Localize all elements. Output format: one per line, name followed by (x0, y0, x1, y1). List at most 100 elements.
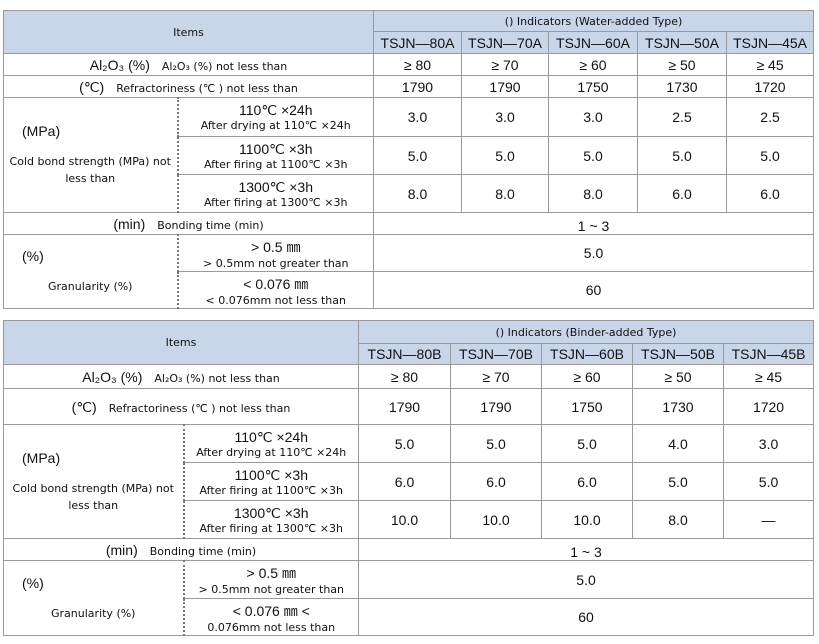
value-cell: 8.0 (373, 174, 462, 213)
table-row: TSJN—80A TSJN—70A TSJN—60A TSJN—50A TSJN—45A (4, 31, 815, 54)
value-cell: 10.0 (358, 500, 451, 539)
fraction-description: 0.076mm not less than (207, 620, 336, 634)
value-cell: 1720 (722, 388, 815, 425)
group-cell: (MPa) Cold bond strength (MPa) not less t… (3, 424, 184, 539)
value-cell: 5.0 (725, 136, 815, 175)
value-cell: 1750 (541, 388, 633, 425)
condition-description: After firing at 1100℃ ×3h (204, 157, 348, 171)
value-cell: 5.0 (632, 462, 724, 501)
group-cell: (MPa) Cold bond strength (MPa) not less t… (3, 97, 178, 213)
value-cell: 60 (357, 598, 815, 636)
value-cell: 6.0 (450, 462, 542, 501)
condition-cell: 1300℃ ×3h After firing at 1300℃ ×3h (176, 174, 374, 213)
condition-cell: 1100℃ ×3h After firing at 1100℃ ×3h (176, 136, 374, 175)
group-unit: (MPa) (22, 449, 61, 466)
value-cell: 3.0 (722, 424, 815, 463)
value-cell: 6.0 (637, 174, 727, 213)
condition-description: After firing at 1300℃ ×3h (204, 195, 348, 209)
fraction-description: < 0.076mm not less than (205, 293, 346, 307)
condition-cell: 110℃ ×24h After drying at 110℃ ×24h (176, 97, 374, 137)
fraction-cell: < 0.076 ㎜ <0.076mm not less than (182, 598, 359, 636)
value-cell: 5.0 (373, 136, 462, 175)
table-row: 1300℃ ×3h After firing at 1300℃ ×3h 10.0 10… (4, 500, 815, 539)
condition-description: After firing at 1100℃ ×3h (199, 483, 343, 497)
value-cell: 1720 (725, 75, 815, 98)
spec-table: Items() Indicators (Binder-added Type) TS… (3, 320, 815, 636)
value-cell: — (722, 500, 815, 539)
table-row: (℃) Refractoriness (℃ ) not less than 1790… (3, 75, 815, 98)
fraction-cell: > 0.5 ㎜ > 0.5mm not greater than (176, 234, 374, 272)
value-cell: 60 (372, 271, 815, 309)
condition: 1300℃ ×3h (238, 178, 313, 195)
value-cell: ≥ 70 (461, 53, 549, 76)
value-cell: 5.0 (722, 462, 815, 501)
fraction-size: > 0.5 ㎜ (251, 238, 301, 255)
item-label: Refractoriness (℃ ) not less than (108, 402, 291, 415)
value-cell: 2.5 (637, 97, 727, 137)
group-label: Cold bond strength (MPa) not less than (12, 481, 174, 512)
table-row: (%) Granularity (%) > 0.5 ㎜ > 0.5mm not gre… (3, 234, 815, 309)
grade-header: TSJN—80B (358, 343, 451, 365)
grade-header: TSJN—45A (725, 31, 815, 54)
table-row: Items() Indicators (Binder-added Type) (3, 320, 815, 365)
condition: 1100℃ ×3h (234, 466, 308, 483)
grade-header: TSJN—50B (632, 343, 724, 365)
value-cell: 8.0 (548, 174, 638, 213)
condition: 1300℃ ×3h (233, 504, 309, 521)
grade-header: TSJN—80A (373, 31, 462, 54)
value-cell: 8.0 (632, 500, 724, 539)
condition: 110℃ ×24h (239, 102, 313, 118)
items-header: Items (3, 320, 359, 365)
value-cell: ≥ 45 (722, 364, 815, 389)
table-row: Al₂O₃ (%) Al₂O₃ (%) not less than ≥ 80 ≥ 70… (3, 364, 815, 389)
table-row: (MPa) Cold bond strength (MPa) not less t… (3, 424, 815, 539)
value-cell: ≥ 60 (548, 53, 638, 76)
condition-description: After drying at 110℃ ×24h (196, 445, 347, 459)
indicators-header: () Indicators (Water-added Type) (372, 10, 815, 32)
items-header: Items (3, 10, 374, 54)
value-cell: ≥ 60 (541, 364, 633, 389)
value-cell: ≥ 70 (450, 364, 542, 389)
value-cell: 5.0 (358, 424, 451, 463)
value-cell: 1790 (358, 388, 451, 425)
condition-cell: 1300℃ ×3h After firing at 1300℃ ×3h (182, 500, 359, 539)
table-row: (min) Bonding time (min) 1 ~ 3 (3, 212, 815, 235)
item-label: Refractoriness (℃ ) not less than (116, 82, 298, 95)
condition: 110℃ ×24h (234, 428, 308, 445)
group-cell: (%) Granularity (%) (3, 234, 178, 309)
item-label: Al₂O₃ (%) not less than (154, 372, 280, 385)
table-row: 1100℃ ×3h After firing at 1100℃ ×3h 5.0 5.0… (4, 136, 815, 175)
value-cell: 1790 (450, 388, 542, 425)
value-cell: 4.0 (632, 424, 724, 463)
value-cell: 1730 (632, 388, 724, 425)
table-row: Items() Indicators (Water-added Type) (3, 10, 815, 54)
value-cell: 2.5 (725, 97, 815, 137)
item-cell: (min) Bonding time (min) (3, 212, 374, 235)
item-label: Al₂O₃ (%) not less than (161, 60, 288, 73)
value-cell: 5.0 (450, 424, 542, 463)
value-cell: 3.0 (548, 97, 638, 137)
item-label: Bonding time (min) (157, 219, 264, 232)
fraction-cell: < 0.076 ㎜ < 0.076mm not less than (176, 271, 374, 309)
group-unit: (%) (22, 574, 44, 591)
spec-table: Items() Indicators (Water-added Type) TSJ… (3, 10, 815, 309)
value-cell: ≥ 50 (632, 364, 724, 389)
item-cell: (℃) Refractoriness (℃ ) not less than (3, 388, 359, 425)
value-cell: ≥ 80 (358, 364, 451, 389)
item-unit: Al₂O₃ (%) (82, 369, 143, 385)
table-row: (min) Bonding time (min) 1 ~ 3 (3, 538, 815, 561)
value-cell: 10.0 (541, 500, 633, 539)
item-cell: Al₂O₃ (%) Al₂O₃ (%) not less than (3, 53, 374, 76)
value-cell: 5.0 (541, 424, 633, 463)
grade-header: TSJN—60B (541, 343, 633, 365)
value-cell: 8.0 (461, 174, 549, 213)
value-cell: 3.0 (461, 97, 549, 137)
value-cell: 6.0 (358, 462, 451, 501)
condition: 1100℃ ×3h (239, 140, 313, 157)
value-cell: 10.0 (450, 500, 542, 539)
group-label: Granularity (%) (48, 280, 133, 293)
item-unit: (min) (113, 216, 146, 232)
item-unit: (min) (105, 542, 138, 558)
value-cell: ≥ 50 (637, 53, 727, 76)
